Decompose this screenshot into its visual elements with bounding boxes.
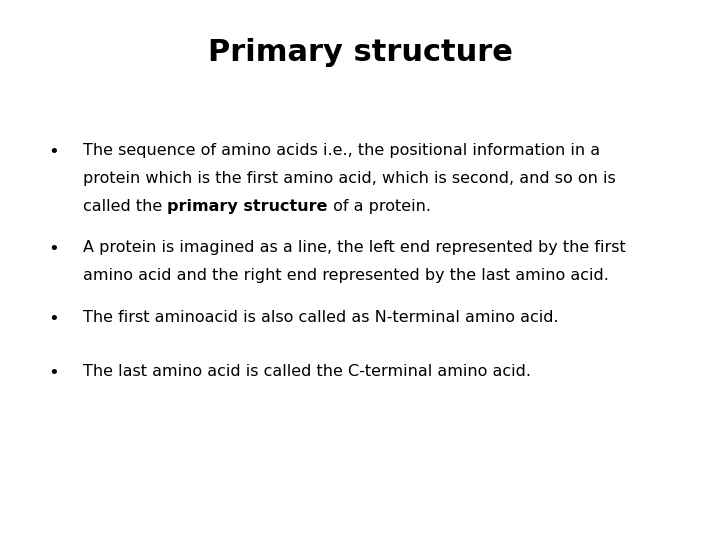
Text: •: • (49, 364, 59, 382)
Text: •: • (49, 240, 59, 258)
Text: amino acid and the right end represented by the last amino acid.: amino acid and the right end represented… (83, 268, 608, 284)
Text: Primary structure: Primary structure (207, 38, 513, 67)
Text: The last amino acid is called the C-terminal amino acid.: The last amino acid is called the C-term… (83, 364, 531, 380)
Text: called the: called the (83, 199, 167, 214)
Text: of a protein.: of a protein. (328, 199, 431, 214)
Text: primary structure: primary structure (167, 199, 328, 214)
Text: The sequence of amino acids i.e., the positional information in a: The sequence of amino acids i.e., the po… (83, 143, 600, 158)
Text: •: • (49, 310, 59, 328)
Text: The first aminoacid is also called as N-terminal amino acid.: The first aminoacid is also called as N-… (83, 310, 559, 326)
Text: •: • (49, 143, 59, 161)
Text: A protein is imagined as a line, the left end represented by the first: A protein is imagined as a line, the lef… (83, 240, 626, 255)
Text: protein which is the first amino acid, which is second, and so on is: protein which is the first amino acid, w… (83, 171, 616, 186)
